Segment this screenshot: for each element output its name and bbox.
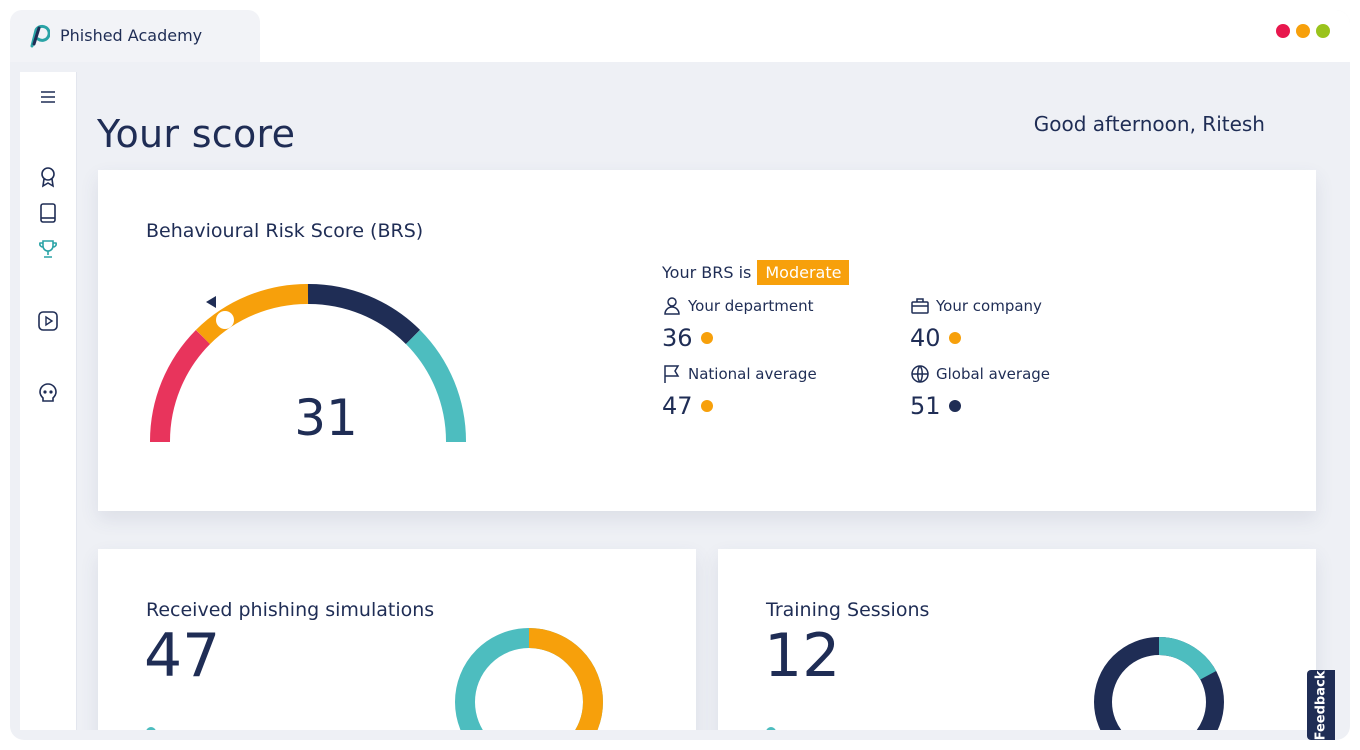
training-count: 12 bbox=[764, 621, 841, 691]
play-icon[interactable] bbox=[37, 310, 59, 332]
window-dot-orange[interactable] bbox=[1296, 24, 1310, 38]
gauge-needle-marker bbox=[216, 311, 234, 329]
stat-department: Your department 36 bbox=[662, 296, 814, 352]
training-donut-teal bbox=[1094, 637, 1224, 730]
sidebar bbox=[20, 72, 77, 730]
skull-icon[interactable] bbox=[37, 382, 59, 404]
phished-logo-icon bbox=[30, 24, 50, 48]
training-card: Training Sessions 12 bbox=[718, 549, 1316, 730]
app-tab[interactable]: Phished Academy bbox=[10, 10, 260, 62]
stat-company-label: Your company bbox=[936, 297, 1042, 315]
phishing-donut-orange bbox=[455, 628, 603, 730]
phishing-donut bbox=[455, 628, 603, 730]
stat-global-value: 51 bbox=[910, 392, 941, 420]
brs-gauge: 31 bbox=[149, 283, 467, 447]
phishing-card: Received phishing simulations 47 bbox=[98, 549, 696, 730]
stat-global-dot bbox=[948, 400, 961, 412]
phishing-legend-dot bbox=[146, 727, 156, 730]
book-icon[interactable] bbox=[37, 202, 59, 224]
stat-company: Your company 40 bbox=[910, 296, 1042, 352]
gauge-segment-red bbox=[149, 329, 211, 443]
brs-status-prefix: Your BRS is bbox=[662, 263, 752, 282]
gauge-segment-teal bbox=[405, 329, 467, 443]
brs-status: Your BRS is Moderate bbox=[662, 260, 850, 285]
user-icon bbox=[664, 297, 680, 315]
gauge-pointer-icon bbox=[206, 296, 216, 308]
menu-icon[interactable] bbox=[37, 86, 59, 108]
brs-title: Behavioural Risk Score (BRS) bbox=[146, 220, 424, 242]
stat-national-value: 47 bbox=[662, 392, 693, 420]
stat-national-dot bbox=[700, 400, 713, 412]
flag-icon bbox=[664, 365, 680, 383]
stat-company-value: 40 bbox=[910, 324, 941, 352]
main-content: Your score Good afternoon, Ritesh Behavi… bbox=[77, 72, 1333, 730]
window-dot-red[interactable] bbox=[1276, 24, 1290, 38]
phishing-title: Received phishing simulations bbox=[146, 599, 435, 621]
greeting: Good afternoon, Ritesh bbox=[1033, 112, 1265, 136]
window-controls bbox=[1276, 24, 1330, 38]
briefcase-icon bbox=[911, 298, 929, 314]
stat-national-label: National average bbox=[688, 365, 817, 383]
feedback-button[interactable]: Feedback bbox=[1307, 670, 1335, 740]
award-icon[interactable] bbox=[37, 166, 59, 188]
training-donut bbox=[1094, 637, 1224, 730]
stat-department-value: 36 bbox=[662, 324, 693, 352]
stat-company-dot bbox=[948, 332, 961, 344]
training-title: Training Sessions bbox=[766, 599, 930, 621]
brs-status-badge: Moderate bbox=[757, 260, 850, 285]
stat-department-dot bbox=[700, 332, 713, 344]
trophy-icon[interactable] bbox=[37, 238, 59, 260]
stat-national: National average 47 bbox=[662, 364, 817, 420]
stat-global: Global average 51 bbox=[910, 364, 1050, 420]
gauge-segment-navy bbox=[307, 283, 421, 345]
gauge-segment-orange bbox=[195, 283, 309, 345]
page-title: Your score bbox=[97, 112, 296, 156]
window-dot-green[interactable] bbox=[1316, 24, 1330, 38]
brs-card: Behavioural Risk Score (BRS) 31 Your BRS… bbox=[98, 170, 1316, 511]
training-legend-dot bbox=[766, 727, 776, 730]
feedback-label: Feedback bbox=[1313, 670, 1329, 740]
globe-icon bbox=[911, 365, 929, 383]
stat-department-label: Your department bbox=[688, 297, 814, 315]
brs-score: 31 bbox=[294, 389, 358, 447]
app-title: Phished Academy bbox=[60, 26, 203, 45]
stat-global-label: Global average bbox=[936, 365, 1051, 383]
phishing-count: 47 bbox=[144, 621, 221, 691]
